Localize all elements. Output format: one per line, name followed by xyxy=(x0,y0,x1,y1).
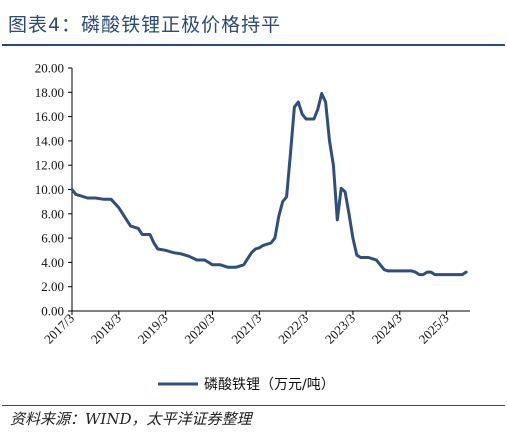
chart-title: 图表4：磷酸铁锂正极价格持平 xyxy=(8,14,282,36)
x-tick-label: 2023/3 xyxy=(322,311,358,347)
y-tick-label: 0.00 xyxy=(41,304,64,319)
y-tick-label: 14.00 xyxy=(35,133,64,148)
x-tick-label: 2020/3 xyxy=(181,311,217,347)
x-tick-label: 2021/3 xyxy=(228,311,264,347)
x-tick-label: 2019/3 xyxy=(135,311,171,347)
x-tick-label: 2024/3 xyxy=(369,311,405,347)
y-tick-label: 2.00 xyxy=(41,279,64,294)
legend-label: 磷酸铁锂（万元/吨） xyxy=(204,377,335,393)
y-tick-label: 16.00 xyxy=(35,109,64,124)
chart-axes xyxy=(71,68,470,312)
x-axis-ticks: 2017/3 2018/3 2019/3 2020/3 2021/3 2022/3 2023… xyxy=(41,311,452,347)
y-tick-label: 18.00 xyxy=(35,85,64,100)
series-line xyxy=(70,92,468,277)
source-note: 资料来源：WIND，太平洋证券整理 xyxy=(10,410,252,428)
footer-divider xyxy=(2,405,505,406)
y-axis-ticks: 0.00 2.00 4.00 6.00 8.00 10.00 12.00 14.00 16.00… xyxy=(35,61,72,319)
x-tick-label: 2025/3 xyxy=(416,311,452,347)
title-divider xyxy=(2,44,505,46)
y-tick-label: 8.00 xyxy=(41,206,64,221)
line-chart: 0.00 2.00 4.00 6.00 8.00 10.00 12.00 14.00 16.00… xyxy=(35,61,470,393)
y-tick-label: 12.00 xyxy=(35,158,64,173)
y-tick-label: 10.00 xyxy=(35,182,64,197)
y-tick-label: 4.00 xyxy=(41,255,64,270)
legend: 磷酸铁锂（万元/吨） xyxy=(158,377,335,393)
x-tick-label: 2018/3 xyxy=(88,311,124,347)
y-tick-label: 6.00 xyxy=(41,231,64,246)
y-tick-label: 20.00 xyxy=(35,61,64,76)
x-tick-label: 2022/3 xyxy=(275,311,311,347)
